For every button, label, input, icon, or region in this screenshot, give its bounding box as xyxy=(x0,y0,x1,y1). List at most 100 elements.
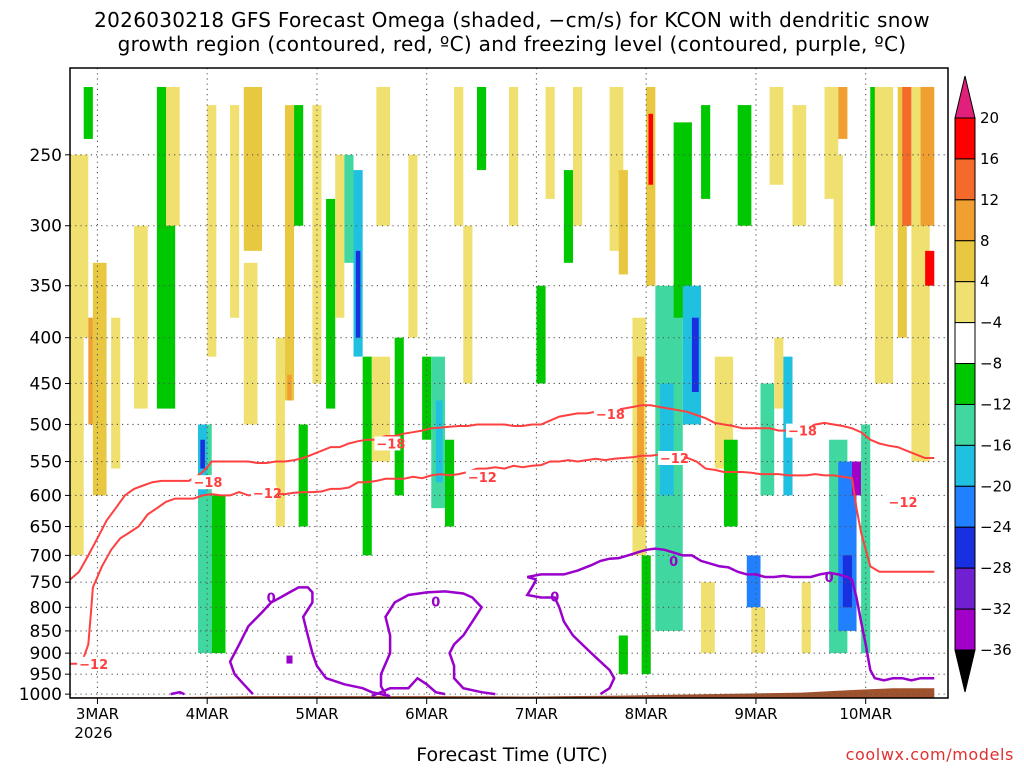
omega-cell xyxy=(435,400,443,483)
omega-cell xyxy=(842,555,852,608)
x-tick-label: 10MAR xyxy=(839,705,892,723)
omega-cell xyxy=(294,105,304,226)
omega-cell xyxy=(851,461,862,496)
freezing-line xyxy=(170,690,185,696)
y-tick-label: 450 xyxy=(30,374,62,394)
omega-shading xyxy=(70,86,935,675)
colorbar-box xyxy=(954,322,976,365)
omega-cell xyxy=(408,154,418,338)
omega-cell xyxy=(92,262,107,496)
contour-label-bg xyxy=(465,469,492,484)
colorbar-label: −32 xyxy=(980,600,1012,618)
omega-cell xyxy=(833,154,843,286)
y-tick-label: 350 xyxy=(30,277,62,297)
colorbar-label: 20 xyxy=(980,109,999,127)
credit-link[interactable]: coolwx.com/models xyxy=(845,745,1014,764)
omega-cell xyxy=(70,337,84,556)
y-tick-label: 400 xyxy=(30,329,62,349)
x-tick-label: 5MAR xyxy=(295,705,338,723)
omega-cell xyxy=(874,86,894,384)
omega-cell xyxy=(444,439,455,527)
omega-cell xyxy=(701,582,715,654)
omega-cell xyxy=(920,86,935,226)
x-tick-label: 7MAR xyxy=(515,705,558,723)
omega-cell xyxy=(243,86,263,251)
omega-cell xyxy=(536,285,546,384)
freezing-line xyxy=(371,676,446,698)
colorbar-box xyxy=(954,485,976,528)
omega-cell xyxy=(344,154,354,263)
y-tick-label: 750 xyxy=(30,573,62,593)
omega-cell xyxy=(563,170,574,263)
omega-cell xyxy=(111,317,121,469)
colorbar-box xyxy=(954,526,976,569)
omega-cell xyxy=(746,555,761,608)
omega-cell xyxy=(83,86,93,139)
omega-cell xyxy=(737,105,752,226)
freezing-line xyxy=(526,547,935,682)
omega-cell xyxy=(648,113,654,185)
x-tick-sublabel: 2026 xyxy=(74,724,112,742)
snow-growth-label: −12 xyxy=(468,471,497,486)
omega-cell xyxy=(335,154,345,318)
omega-cell xyxy=(801,582,811,654)
freezing-label: 0 xyxy=(669,555,678,570)
omega-cell xyxy=(355,250,361,338)
colorbar-label: −12 xyxy=(980,395,1012,413)
contour-label-bg xyxy=(374,436,401,451)
omega-cell xyxy=(637,356,644,527)
colorbar-box xyxy=(954,158,976,201)
colorbar: 20 16 12 8 4 −4 −8 −12 −16 −20 −24 −28 −32 −36 xyxy=(954,75,1012,693)
omega-cell xyxy=(545,86,555,199)
colorbar-label: −8 xyxy=(980,355,1002,373)
omega-cell xyxy=(673,122,692,318)
omega-cell xyxy=(691,317,699,393)
y-tick-label: 300 xyxy=(30,217,62,237)
snow-growth-label: −18 xyxy=(193,476,222,491)
freezing-line xyxy=(379,590,496,696)
omega-cell xyxy=(200,439,205,469)
omega-cell xyxy=(573,86,583,226)
omega-cell xyxy=(659,383,674,496)
contour-label-bg xyxy=(250,485,277,500)
colorbar-label: −24 xyxy=(980,518,1012,536)
colorbar-label: 4 xyxy=(980,273,990,291)
omega-cell xyxy=(723,439,738,527)
omega-cell xyxy=(376,86,391,226)
y-tick-label: 1000 xyxy=(19,685,62,705)
omega-cell xyxy=(70,154,89,338)
snow-growth-label: −12 xyxy=(253,487,282,502)
freezing-line xyxy=(525,578,616,696)
colorbar-bottom-arrow xyxy=(954,649,976,693)
contour-label-bg xyxy=(785,423,812,438)
omega-cell xyxy=(362,356,372,556)
omega-cell xyxy=(298,424,308,527)
colorbar-label: −16 xyxy=(980,436,1012,454)
colorbar-box xyxy=(954,403,976,446)
y-tick-label: 600 xyxy=(30,486,62,506)
omega-cell xyxy=(207,105,217,357)
freezing-line xyxy=(228,586,391,698)
colorbar-label: −36 xyxy=(980,641,1012,659)
omega-cell xyxy=(284,105,295,401)
colorbar-box xyxy=(954,608,976,651)
omega-cell xyxy=(394,337,404,496)
omega-cell xyxy=(134,225,148,409)
contour-label-bg xyxy=(593,407,620,422)
colorbar-label: −4 xyxy=(980,314,1002,332)
y-tick-label: 800 xyxy=(30,598,62,618)
omega-cell xyxy=(476,86,487,171)
contour-label-bg xyxy=(886,494,913,509)
omega-cell xyxy=(769,86,784,185)
colorbar-box xyxy=(954,567,976,610)
omega-cell xyxy=(463,225,473,384)
colorbar-box xyxy=(954,199,976,242)
y-tick-label: 650 xyxy=(30,518,62,538)
omega-cell xyxy=(422,356,432,440)
omega-cell xyxy=(509,86,519,226)
ground-surface xyxy=(70,688,935,698)
contour-label-bg xyxy=(657,450,684,465)
colorbar-box xyxy=(954,117,976,160)
